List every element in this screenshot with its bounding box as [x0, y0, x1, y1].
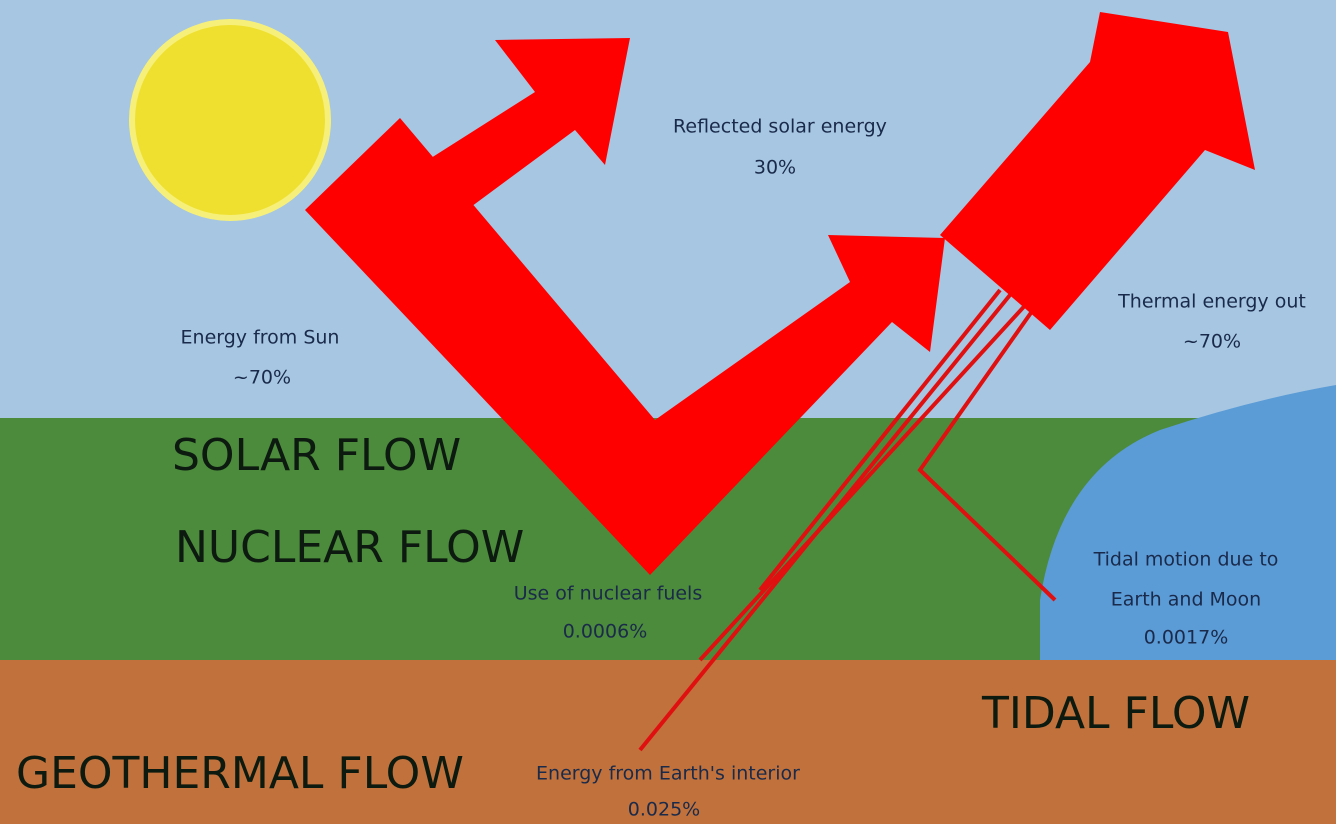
diagram: Reflected solar energy 30% Energy from S…: [0, 0, 1336, 824]
tidal-label: Tidal motion due to: [1093, 549, 1279, 571]
nuclear-label: Use of nuclear fuels: [514, 583, 702, 605]
reflected-label: Reflected solar energy: [673, 116, 887, 138]
geothermal-label: Energy from Earth's interior: [536, 763, 800, 785]
tidal-label: Earth and Moon: [1111, 589, 1261, 611]
nuclear-share: 0.0006%: [563, 621, 648, 643]
geothermal-flow: GEOTHERMAL FLOW: [16, 748, 464, 799]
tidal-flow: TIDAL FLOW: [981, 688, 1250, 739]
nuclear-flow: NUCLEAR FLOW: [175, 522, 524, 573]
incoming-share: ~70%: [233, 367, 291, 389]
tidal-share: 0.0017%: [1144, 627, 1229, 649]
incoming-label: Energy from Sun: [181, 327, 340, 349]
reflected-share: 30%: [754, 157, 796, 179]
solar-flow: SOLAR FLOW: [172, 430, 461, 481]
sun: [132, 22, 328, 218]
thermal-share: ~70%: [1183, 331, 1241, 353]
thermal-label: Thermal energy out: [1117, 291, 1306, 313]
geothermal-share: 0.025%: [628, 799, 700, 821]
